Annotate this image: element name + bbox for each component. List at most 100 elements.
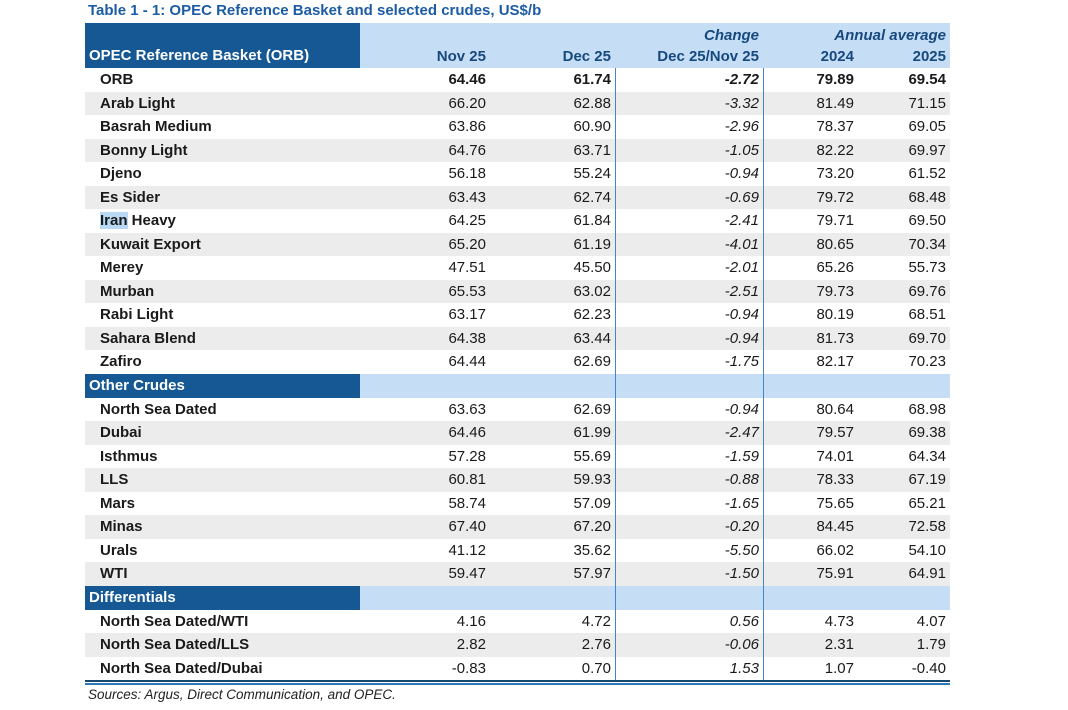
table-row: Mars 58.74 57.09 -1.65 75.65 65.21	[85, 491, 950, 515]
header-col-2025: 2025	[912, 48, 946, 65]
row-label: Es Sider	[100, 188, 161, 206]
cell-2024: 82.17	[816, 353, 854, 371]
cell-change: -2.41	[724, 212, 759, 230]
cell-nov25: 64.76	[448, 141, 486, 159]
table-row: Merey 47.51 45.50 -2.01 65.26 55.73	[85, 256, 950, 280]
cell-2025: 69.76	[908, 282, 946, 300]
cell-dec25: 57.09	[573, 494, 611, 512]
cell-nov25: 60.81	[448, 471, 486, 489]
table-row: Djeno 56.18 55.24 -0.94 73.20 61.52	[85, 162, 950, 186]
section-label: Other Crudes	[85, 373, 360, 398]
cell-2024: 2.31	[824, 636, 854, 654]
cell-dec25: 60.90	[573, 118, 611, 136]
cell-dec25: 63.02	[573, 282, 611, 300]
table-row: North Sea Dated 63.63 62.69 -0.94 80.64 …	[85, 397, 950, 421]
cell-change: -0.94	[724, 306, 759, 324]
cell-2024: 75.91	[816, 565, 854, 583]
table-row: Bonny Light 64.76 63.71 -1.05 82.22 69.9…	[85, 138, 950, 162]
cell-nov25: 63.43	[448, 188, 486, 206]
cell-nov25: 57.28	[448, 447, 486, 465]
cell-2025: 72.58	[908, 518, 946, 536]
row-label: Murban	[100, 282, 155, 300]
cell-2024: 74.01	[816, 447, 854, 465]
cell-dec25: 61.99	[573, 424, 611, 442]
cell-dec25: 67.20	[573, 518, 611, 536]
section-header-fill	[360, 373, 950, 398]
cell-2024: 78.33	[816, 471, 854, 489]
cell-2025: 69.70	[908, 329, 946, 347]
cell-nov25: 58.74	[448, 494, 486, 512]
row-label: Djeno	[100, 165, 142, 183]
table-row: Dubai 64.46 61.99 -2.47 79.57 69.38	[85, 421, 950, 445]
row-label: Mars	[100, 494, 136, 512]
cell-nov25: 56.18	[448, 165, 486, 183]
row-label: Iran Heavy	[100, 212, 176, 230]
table-row: Rabi Light 63.17 62.23 -0.94 80.19 68.51	[85, 303, 950, 327]
cell-2025: 69.54	[908, 71, 946, 89]
cell-2025: 64.34	[908, 447, 946, 465]
cell-2025: 69.50	[908, 212, 946, 230]
cell-2025: 69.97	[908, 141, 946, 159]
cell-nov25: 67.40	[448, 518, 486, 536]
section-header-row: Differentials	[85, 585, 950, 610]
cell-2024: 65.26	[816, 259, 854, 277]
cell-2025: 55.73	[908, 259, 946, 277]
cell-change: -1.59	[724, 447, 759, 465]
header-col-2024: 2024	[820, 48, 854, 65]
cell-nov25: 64.46	[448, 71, 486, 89]
row-label: ORB	[100, 71, 134, 89]
table-row: Iran Heavy 64.25 61.84 -2.41 79.71 69.50	[85, 209, 950, 233]
table-row: Urals 41.12 35.62 -5.50 66.02 54.10	[85, 538, 950, 562]
row-label: Isthmus	[100, 447, 158, 465]
header-group-change: Change	[703, 27, 759, 44]
cell-nov25: 4.16	[456, 612, 486, 630]
cell-change: -0.94	[724, 400, 759, 418]
cell-2025: 61.52	[908, 165, 946, 183]
table-row: Arab Light 66.20 62.88 -3.32 81.49 71.15	[85, 91, 950, 115]
cell-2024: 84.45	[816, 518, 854, 536]
section-label: Differentials	[85, 585, 360, 610]
row-label: Zafiro	[100, 353, 142, 371]
cell-dec25: 35.62	[573, 541, 611, 559]
header-col-change: Dec 25/Nov 25	[657, 48, 759, 65]
cell-nov25: 41.12	[448, 541, 486, 559]
row-label: WTI	[100, 565, 128, 583]
cell-nov25: 63.86	[448, 118, 486, 136]
section-header-row: Other Crudes	[85, 373, 950, 398]
cell-dec25: 62.88	[573, 94, 611, 112]
cell-dec25: 61.19	[573, 235, 611, 253]
cell-change: -2.72	[724, 71, 759, 89]
row-label: Kuwait Export	[100, 235, 201, 253]
cell-2024: 4.73	[824, 612, 854, 630]
cell-nov25: -0.83	[451, 659, 486, 677]
row-label: Sahara Blend	[100, 329, 196, 347]
row-label: Dubai	[100, 424, 142, 442]
cell-change: -0.69	[724, 188, 759, 206]
header-col-nov25: Nov 25	[436, 48, 486, 65]
cell-2025: 70.34	[908, 235, 946, 253]
cell-nov25: 63.17	[448, 306, 486, 324]
cell-2024: 75.65	[816, 494, 854, 512]
cell-2025: 4.07	[916, 612, 946, 630]
cell-dec25: 62.69	[573, 400, 611, 418]
cell-2025: 67.19	[908, 471, 946, 489]
cell-dec25: 62.74	[573, 188, 611, 206]
column-separator-line	[615, 68, 616, 680]
cell-change: -1.05	[724, 141, 759, 159]
cell-change: -0.06	[724, 636, 759, 654]
cell-dec25: 59.93	[573, 471, 611, 489]
cell-change: -2.47	[724, 424, 759, 442]
cell-dec25: 63.44	[573, 329, 611, 347]
cell-change: -5.50	[724, 541, 759, 559]
cell-2024: 79.72	[816, 188, 854, 206]
cell-change: -0.94	[724, 165, 759, 183]
cell-2025: -0.40	[911, 659, 946, 677]
cell-2025: 54.10	[908, 541, 946, 559]
row-label: North Sea Dated/Dubai	[100, 659, 263, 677]
cell-change: -2.51	[724, 282, 759, 300]
cell-2024: 66.02	[816, 541, 854, 559]
cell-nov25: 64.38	[448, 329, 486, 347]
table-row: North Sea Dated/Dubai -0.83 0.70 1.53 1.…	[85, 656, 950, 680]
cell-2025: 65.21	[908, 494, 946, 512]
